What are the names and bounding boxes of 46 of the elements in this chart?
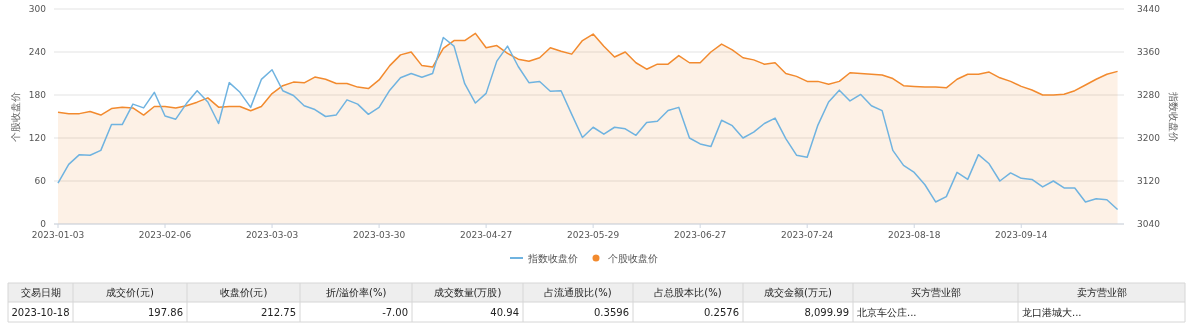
y2-tick-label: 3280 [1137, 90, 1161, 100]
y2-tick-label: 3360 [1137, 47, 1161, 57]
text: 龙口港城大... [1022, 307, 1082, 318]
category-label: 占流通股比(%) [544, 287, 612, 298]
y2-tick-label: 3040 [1137, 219, 1161, 229]
text: 北京车公庄... [857, 307, 917, 318]
x-tick-label: 2023-07-24 [781, 230, 834, 240]
y-axis-title: 个股收盘价 [10, 91, 21, 142]
text: 8,099.99 [804, 307, 849, 318]
y2-tick-label: 3200 [1137, 133, 1161, 143]
x-tick-label: 2023-02-06 [138, 230, 192, 240]
y-tick-label: 180 [28, 90, 47, 100]
y2-tick-label: 3440 [1137, 4, 1161, 14]
category-label: 占总股本比(%) [654, 287, 722, 298]
legend-label: 指数收盘价 [527, 253, 578, 264]
category-label: 成交数量(万股) [433, 287, 502, 298]
y-tick-label: 120 [28, 133, 47, 143]
y-tick-label: 240 [28, 47, 47, 57]
category-label: 折/溢价率(%) [325, 287, 387, 298]
y-tick-label: 60 [34, 176, 47, 186]
y-tick-label: 0 [40, 219, 47, 229]
category-label: 收盘价(元) [219, 287, 268, 298]
x-tick-label: 2023-05-29 [566, 230, 620, 240]
y2-tick-label: 3120 [1137, 176, 1161, 186]
text: 212.75 [261, 307, 296, 318]
x-tick-label: 2023-06-27 [674, 230, 727, 240]
text: 197.86 [148, 307, 183, 318]
category-label: 交易日期 [20, 287, 61, 298]
text: 2023-10-18 [11, 307, 70, 318]
x-tick-label: 2023-01-03 [31, 230, 85, 240]
x-tick-label: 2023-03-03 [245, 230, 299, 240]
y-tick-label: 300 [28, 4, 47, 14]
legend-label: 个股收盘价 [608, 253, 658, 264]
text: -7.00 [382, 307, 408, 318]
y2-axis-title: 指数收盘价 [1168, 90, 1179, 142]
category-label: 买方营业部 [910, 287, 961, 298]
x-tick-label: 2023-04-27 [459, 230, 513, 240]
category-label: 卖方营业部 [1076, 287, 1127, 298]
category-label: 成交价(元) [106, 287, 154, 298]
x-tick-label: 2023-03-30 [352, 230, 406, 240]
x-tick-label: 2023-09-14 [995, 230, 1048, 240]
text: 0.2576 [704, 307, 739, 318]
text: 40.94 [490, 307, 519, 318]
category-label: 成交金额(万元) [764, 287, 832, 298]
x-tick-label: 2023-08-18 [888, 230, 941, 240]
text: 0.3596 [594, 307, 629, 318]
